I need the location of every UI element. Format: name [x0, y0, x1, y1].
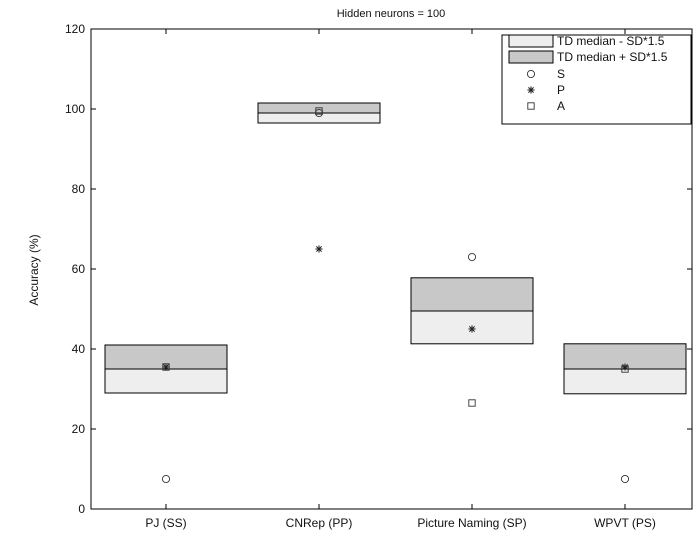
data-point-s [161, 474, 171, 484]
td-lower-box [104, 368, 228, 394]
legend-circle-icon [526, 69, 536, 79]
data-point-p [468, 325, 476, 333]
legend-square-icon [527, 102, 535, 110]
axes: 0 20 40 60 80 100 120 PJ (SS) CNRep (PP) Picture … [65, 22, 692, 530]
data-point-p [162, 363, 170, 371]
x-tick-label: Picture Naming (SP) [417, 516, 526, 530]
legend: TD median - SD*1.5 TD median + SD*1.5 SPA [501, 34, 692, 125]
legend-star-icon [527, 86, 535, 94]
data-point-a [468, 399, 476, 407]
legend-label: TD median + SD*1.5 [557, 50, 668, 64]
star-stroke [469, 326, 475, 332]
data-point-p [621, 363, 629, 371]
x-tick-label: PJ (SS) [145, 516, 186, 530]
star-stroke [316, 246, 322, 252]
legend-box [501, 34, 692, 125]
x-tick-label: WPVT (PS) [594, 516, 656, 530]
y-tick-label: 100 [65, 102, 85, 116]
star-stroke [622, 364, 628, 370]
star-stroke [163, 364, 169, 370]
data-point-s [620, 474, 630, 484]
data-point-a [621, 365, 629, 373]
data-point-a [315, 107, 323, 115]
y-tick-label: 60 [72, 262, 86, 276]
y-tick-label: 20 [72, 422, 86, 436]
y-tick-label: 120 [65, 22, 85, 36]
td-upper-box [410, 277, 534, 312]
legend-label: TD median - SD*1.5 [557, 34, 665, 48]
y-tick-label: 40 [72, 342, 86, 356]
star-stroke [528, 87, 534, 93]
y-axis-label: Accuracy (%) [27, 234, 41, 305]
chart-title: Hidden neurons = 100 [337, 8, 446, 20]
data-point-s [467, 252, 477, 262]
y-tick-label: 80 [72, 182, 86, 196]
data-point-p [315, 245, 323, 253]
data-point-a [162, 363, 170, 371]
legend-swatch [508, 34, 554, 48]
td-lower-box [563, 368, 687, 395]
x-tick-label: CNRep (PP) [286, 516, 353, 530]
plot-area [104, 102, 687, 484]
legend-label: A [557, 99, 565, 113]
y-tick-label: 0 [78, 502, 85, 516]
legend-label: P [557, 83, 565, 97]
legend-label: S [557, 67, 565, 81]
legend-swatch [508, 50, 554, 64]
